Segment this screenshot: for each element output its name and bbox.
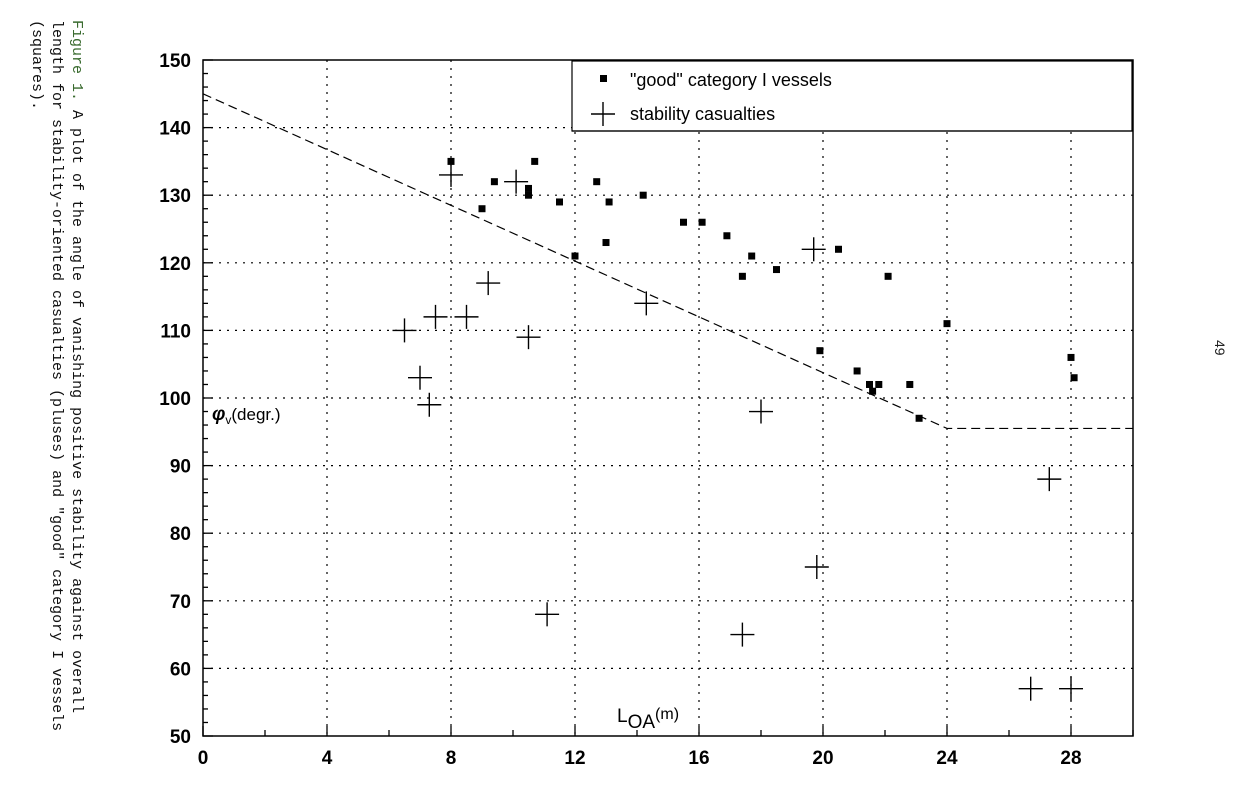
casualty-plus-point	[749, 399, 773, 424]
x-tick-label: 24	[936, 748, 958, 769]
figure-caption-text: A plot of the angle of vanishing positiv…	[28, 20, 85, 732]
reference-line-group	[202, 93, 1133, 430]
axes	[202, 59, 1134, 737]
vessel-square-point	[1070, 374, 1078, 382]
y-tick-label: 120	[159, 254, 191, 275]
vessel-square-point	[853, 367, 861, 375]
x-tick-label: 28	[1060, 748, 1081, 769]
y-axis-label: φv(degr.)	[212, 404, 281, 427]
y-tick-label: 70	[170, 592, 191, 613]
vessel-square-point	[866, 380, 873, 388]
casualty-plus-point	[439, 162, 463, 187]
casualty-plus-point	[801, 237, 826, 262]
x-tick-label: 12	[564, 748, 585, 769]
vessel-square-point	[531, 157, 539, 165]
vessel-square-point	[490, 178, 498, 186]
x-axis-unit: (m)	[655, 706, 679, 723]
figure-caption: Figure 1. A plot of the angle of vanishi…	[16, 20, 86, 760]
casualty-plus-point	[417, 392, 442, 417]
figure-label: Figure 1.	[68, 20, 85, 102]
vessel-square-point	[835, 245, 842, 253]
y-tick-label: 60	[170, 659, 191, 680]
casualty-plus-point	[1059, 676, 1083, 701]
y-axis-unit: (degr.)	[231, 405, 280, 424]
vessel-square-point	[816, 347, 824, 355]
x-axis-main: L	[617, 706, 628, 727]
casualty-plus-point	[730, 622, 755, 647]
y-tick-label: 50	[170, 727, 191, 748]
vessel-square-point	[447, 157, 455, 165]
vessel-square-point	[525, 191, 532, 199]
vessel-square-point	[773, 266, 780, 274]
x-tick-label: 20	[812, 748, 833, 769]
tick-labels: 0 4 8 12 16 20 24 28 50 60 70 80 90 100 110 120 130 140 15…	[159, 51, 1081, 769]
legend-label-vessels: "good" category I vessels	[630, 70, 832, 90]
casualty-plus-point	[516, 325, 541, 350]
grid	[203, 60, 1133, 736]
vessel-square-point	[602, 239, 610, 247]
vessel-square-point	[738, 272, 746, 280]
axis-labels: φv(degr.) LOA(m)	[212, 404, 679, 733]
legend: "good" category I vessels stability casua…	[571, 60, 1133, 132]
y-tick-label: 150	[159, 51, 191, 72]
vessel-square-point	[1067, 353, 1075, 361]
vessel-square-point	[639, 191, 647, 199]
vessel-square-point	[884, 272, 892, 280]
casualty-plus-point	[1037, 467, 1062, 492]
x-tick-label: 8	[446, 748, 457, 769]
page-number: 49	[1212, 340, 1228, 356]
casualty-plus-point	[1018, 676, 1043, 701]
y-tick-label: 110	[160, 321, 191, 342]
x-axis-label: LOA(m)	[617, 706, 679, 733]
y-tick-label: 80	[170, 524, 191, 545]
data-points	[392, 157, 1083, 701]
vessel-square-point	[875, 380, 883, 388]
x-tick-label: 16	[688, 748, 709, 769]
vessel-square-point	[915, 414, 923, 422]
legend-plus-marker	[591, 102, 615, 126]
x-tick-label: 4	[322, 748, 333, 769]
vessel-square-point	[571, 252, 579, 260]
casualty-plus-point	[504, 169, 529, 194]
casualty-plus-point	[423, 304, 448, 329]
vessel-square-point	[906, 380, 914, 388]
reference-line	[202, 93, 1133, 430]
y-axis-symbol: φ	[212, 404, 225, 425]
casualty-plus-point	[408, 365, 432, 390]
casualty-plus-point	[392, 318, 417, 343]
legend-box	[571, 60, 1133, 132]
x-tick-label: 0	[198, 748, 209, 769]
casualty-plus-point	[476, 271, 501, 296]
vessel-square-point	[723, 232, 731, 240]
vessel-square-point	[556, 198, 563, 206]
casualty-plus-point	[634, 291, 659, 316]
vessel-square-point	[748, 252, 756, 260]
x-axis-subscript: OA	[628, 712, 656, 733]
legend-square-marker	[600, 75, 607, 82]
vessel-square-point	[869, 387, 877, 395]
vessel-square-point	[680, 218, 687, 226]
vessel-square-point	[593, 178, 601, 186]
y-tick-label: 100	[159, 389, 191, 410]
vessel-square-point	[605, 198, 613, 206]
casualty-plus-point	[804, 555, 829, 579]
y-tick-label: 90	[170, 457, 191, 478]
vessel-square-point	[478, 205, 486, 213]
legend-label-casualties: stability casualties	[630, 104, 775, 124]
vessel-square-point	[525, 184, 532, 192]
vessel-square-point	[698, 218, 706, 226]
casualty-plus-point	[535, 602, 560, 627]
y-tick-label: 140	[159, 119, 191, 140]
y-tick-label: 130	[159, 186, 191, 207]
casualty-plus-point	[454, 304, 479, 329]
vessel-square-point	[943, 320, 951, 328]
y-axis-subscript: v	[225, 413, 231, 427]
